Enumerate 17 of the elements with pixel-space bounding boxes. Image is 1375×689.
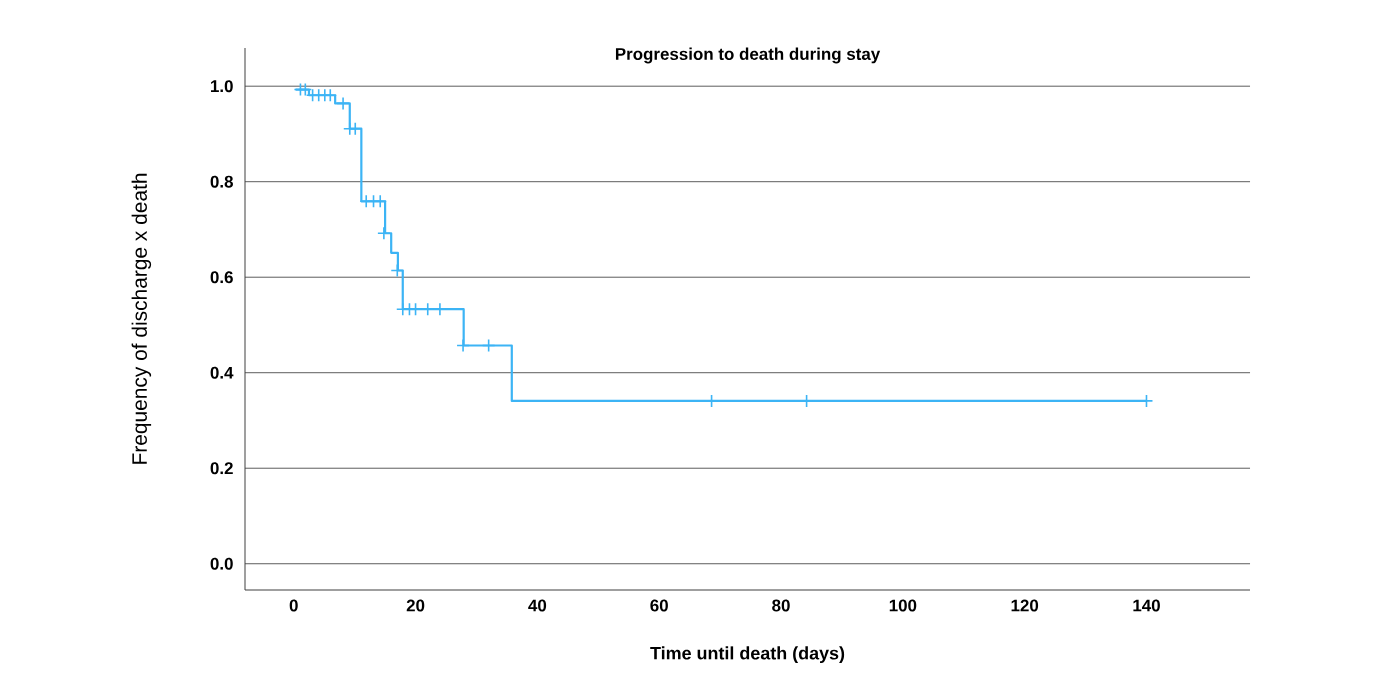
x-tick-label: 120: [1011, 599, 1039, 612]
x-tick-label: 20: [406, 599, 425, 612]
y-axis-title: Frequency of discharge x death: [131, 173, 152, 464]
y-tick-label: 0.2: [210, 462, 233, 475]
y-tick-label: 1.0: [211, 80, 233, 93]
x-tick-label: 0: [289, 599, 298, 612]
x-tick-label: 40: [528, 599, 547, 612]
x-axis-title: Time until death (days): [650, 646, 845, 664]
y-tick-label: 0.6: [210, 271, 233, 284]
chart-title: Progression to death during stay: [615, 47, 881, 64]
y-tick-label: 0.8: [210, 175, 233, 188]
x-tick-label: 140: [1133, 599, 1160, 612]
y-tick-label: 0.0: [210, 557, 233, 570]
x-tick-label: 60: [650, 599, 668, 612]
y-tick-label: 0.4: [210, 366, 234, 379]
x-tick-label: 80: [772, 599, 790, 612]
x-tick-label: 100: [889, 599, 917, 612]
